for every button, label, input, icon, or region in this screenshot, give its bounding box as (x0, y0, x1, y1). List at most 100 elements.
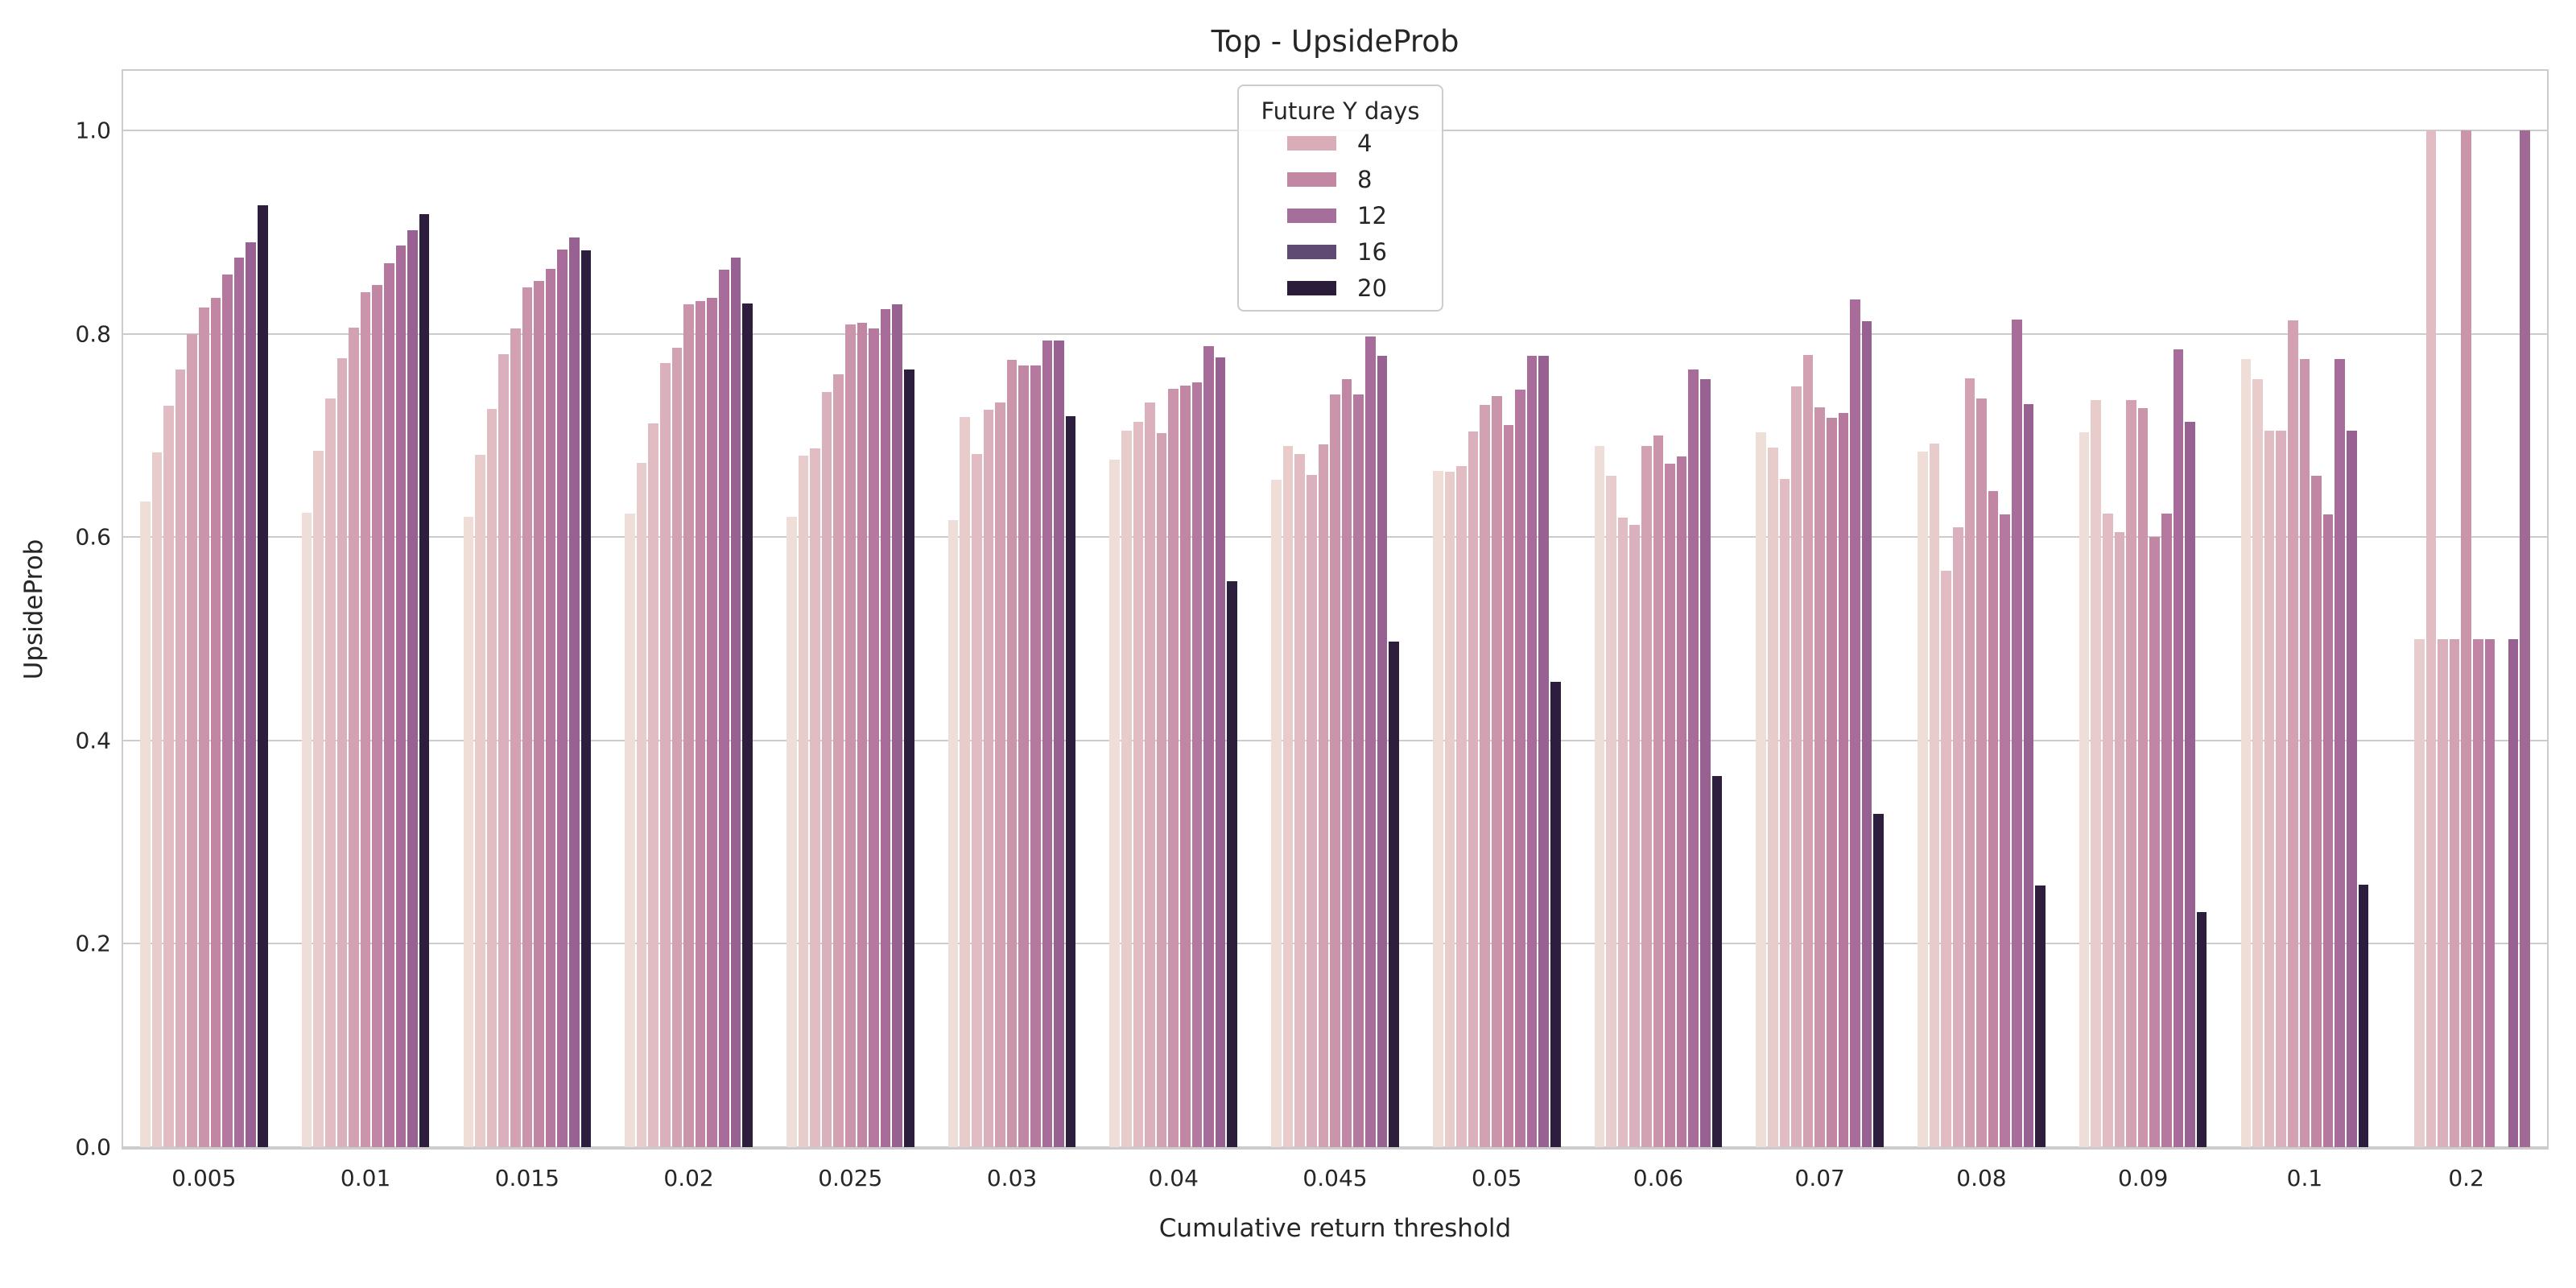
x-tick-label: 0.045 (1302, 1165, 1368, 1191)
bar-group0-series5 (199, 307, 209, 1147)
bar-group8-series10 (1550, 681, 1561, 1147)
bar-group9-series10 (1711, 776, 1723, 1147)
legend-swatch-icon (1287, 135, 1336, 151)
bar-group8-series8 (1526, 356, 1538, 1147)
bar-group11-series4 (1964, 378, 1975, 1147)
chart-title: Top - UpsideProb (1211, 24, 1459, 59)
top-spine (122, 69, 2549, 71)
x-tick-label: 0.04 (1148, 1165, 1199, 1191)
bar-group3-series10 (742, 303, 753, 1147)
bar-group11-series2 (1941, 570, 1951, 1147)
bar-group14-series1 (2413, 638, 2425, 1147)
bar-group0-series10 (258, 205, 268, 1147)
bar-group9-series6 (1665, 464, 1675, 1147)
y-tick-label: 0.0 (75, 1133, 111, 1161)
bar-group5-series7 (1030, 365, 1041, 1147)
bar-group4-series0 (786, 516, 797, 1147)
bar-group13-series2 (2264, 430, 2275, 1147)
gridline-y-0.8 (123, 332, 2547, 335)
bar-group12-series1 (2091, 399, 2102, 1147)
bar-group0-series9 (246, 242, 257, 1147)
bar-group0-series7 (222, 275, 233, 1147)
bar-group5-series1 (960, 417, 970, 1147)
x-tick-label: 0.09 (2117, 1165, 2169, 1191)
y-tick-label: 0.4 (75, 727, 111, 754)
bar-group8-series9 (1538, 356, 1549, 1147)
bar-group5-series0 (947, 519, 959, 1147)
bar-group2-series1 (475, 454, 485, 1147)
x-tick-label: 0.06 (1633, 1165, 1684, 1191)
bar-group3-series8 (719, 270, 729, 1147)
legend-entry-8: 8 (1239, 161, 1442, 197)
bar-group6-series5 (1168, 388, 1179, 1147)
bar-group2-series3 (498, 353, 509, 1147)
bar-group12-series4 (2126, 399, 2136, 1147)
bar-group11-series0 (1918, 452, 1928, 1147)
bar-group1-series9 (407, 229, 418, 1147)
bar-group13-series7 (2322, 514, 2334, 1147)
bar-group7-series3 (1307, 475, 1317, 1147)
legend-entry-16: 16 (1239, 233, 1442, 270)
legend-swatch-icon (1287, 171, 1336, 187)
bar-group6-series1 (1121, 430, 1132, 1147)
bar-group4-series4 (833, 374, 844, 1147)
bar-group6-series0 (1109, 460, 1121, 1147)
bar-group7-series9 (1377, 356, 1388, 1147)
legend-swatch-icon (1287, 280, 1336, 295)
bar-group9-series0 (1594, 445, 1605, 1147)
x-tick-label: 0.005 (171, 1165, 237, 1191)
bar-group1-series1 (313, 450, 324, 1147)
y-tick-label: 0.2 (75, 930, 111, 957)
bar-group12-series9 (2185, 422, 2195, 1147)
x-tick-label: 0.03 (986, 1165, 1038, 1191)
bar-group2-series4 (510, 328, 521, 1147)
bar-group14-series6 (2472, 638, 2483, 1147)
bar-group9-series4 (1641, 445, 1652, 1147)
x-tick-label: 0.015 (494, 1165, 559, 1191)
y-tick-label: 0.8 (75, 320, 111, 348)
bar-group3-series4 (671, 348, 683, 1147)
bar-group14-series7 (2484, 638, 2496, 1147)
bar-group4-series8 (880, 309, 891, 1147)
legend-swatch-icon (1287, 244, 1336, 259)
bar-group0-series8 (233, 257, 245, 1147)
bar-group4-series6 (857, 322, 868, 1147)
bar-group11-series9 (2023, 403, 2034, 1147)
bar-group13-series10 (2358, 885, 2369, 1147)
bar-group13-series0 (2240, 359, 2252, 1147)
x-tick-label: 0.1 (2286, 1165, 2323, 1191)
x-tick-label: 0.01 (340, 1165, 391, 1191)
bar-group6-series7 (1191, 382, 1203, 1147)
bar-group7-series1 (1282, 445, 1294, 1147)
bar-group7-series4 (1318, 444, 1329, 1147)
y-axis-label: UpsideProb (19, 539, 48, 679)
bar-group3-series7 (707, 298, 718, 1147)
legend-entry-20: 20 (1239, 270, 1442, 306)
bar-group1-series10 (419, 213, 430, 1147)
bar-group14-series5 (2461, 130, 2471, 1147)
bar-group13-series1 (2252, 379, 2263, 1147)
bar-group10-series1 (1768, 448, 1778, 1147)
bar-group10-series8 (1850, 299, 1860, 1147)
bar-group8-series3 (1468, 431, 1479, 1147)
bar-group11-series10 (2035, 886, 2046, 1147)
bar-group1-series5 (360, 291, 371, 1147)
bar-group12-series6 (2149, 537, 2161, 1147)
bar-group5-series2 (971, 453, 982, 1147)
bar-group0-series2 (163, 406, 174, 1147)
bar-group10-series2 (1779, 479, 1790, 1147)
bar-group9-series9 (1700, 379, 1711, 1147)
bar-group12-series0 (2079, 432, 2090, 1147)
bar-group1-series7 (383, 263, 394, 1147)
bar-group12-series8 (2173, 349, 2184, 1147)
bar-group0-series3 (175, 369, 186, 1147)
bar-group12-series10 (2196, 912, 2207, 1147)
bar-group10-series4 (1802, 355, 1814, 1147)
bar-group14-series10 (2520, 130, 2530, 1147)
legend-title: Future Y days (1261, 97, 1420, 125)
bar-group3-series9 (730, 257, 741, 1147)
bar-group5-series9 (1054, 341, 1064, 1147)
bar-group3-series1 (636, 463, 647, 1147)
bar-group9-series8 (1688, 369, 1699, 1147)
